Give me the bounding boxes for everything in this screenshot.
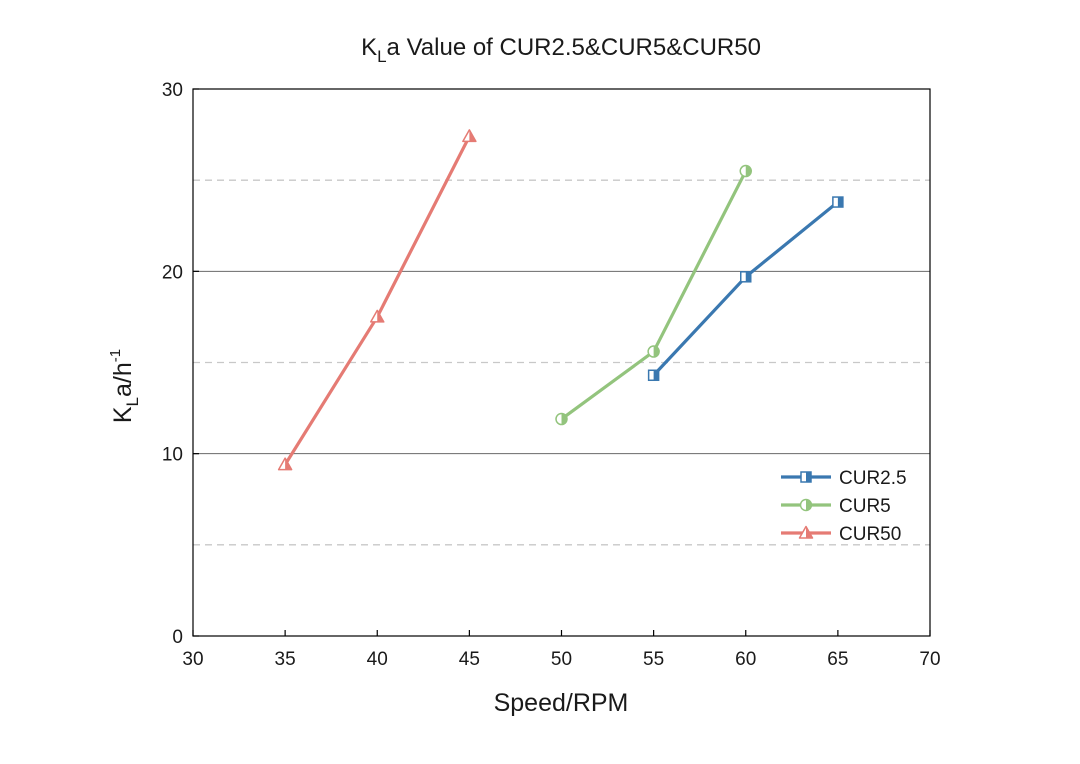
data-point-cur2-5	[647, 369, 660, 382]
legend-label: CUR2.5	[839, 468, 907, 489]
data-point-cur50	[370, 309, 385, 323]
x-tick-label: 45	[459, 649, 480, 670]
y-tick-label: 20	[162, 262, 183, 283]
grid-lines	[193, 179, 930, 546]
y-tick-label: 30	[162, 80, 183, 101]
x-tick-label: 35	[275, 649, 296, 670]
x-tick-label: 50	[551, 649, 572, 670]
x-tick-label: 60	[735, 649, 756, 670]
y-tick-label: 0	[172, 627, 183, 648]
data-point-cur5	[647, 345, 660, 358]
data-point-cur2-5	[740, 271, 752, 283]
legend-label: CUR50	[839, 524, 901, 545]
series-line-cur50	[283, 134, 471, 467]
data-point-cur50	[462, 129, 477, 143]
axis-ticks: 30 35 40 45 50 55 60 65 70 0 10 20 30	[162, 80, 941, 670]
x-tick-label: 40	[367, 649, 388, 670]
chart-title: KLa Value of CUR2.5&CUR5&CUR50	[361, 34, 761, 66]
legend-item-cur50: CUR50	[781, 524, 901, 545]
legend-marker	[800, 471, 812, 483]
series-line-cur2-5	[652, 200, 840, 377]
y-axis-title: KLa/h-1	[107, 349, 142, 423]
series-layer	[277, 129, 844, 471]
legend-marker	[799, 498, 813, 512]
legend: CUR2.5 CUR5 CUR50	[781, 468, 907, 545]
data-point-cur2-5	[832, 196, 844, 208]
legend-item-cur5: CUR5	[781, 496, 891, 517]
x-tick-label: 65	[827, 649, 848, 670]
x-tick-label: 55	[643, 649, 664, 670]
legend-marker	[798, 525, 814, 539]
x-axis-title: Speed/RPM	[494, 689, 629, 717]
legend-item-cur2-5: CUR2.5	[781, 468, 907, 489]
series-line-cur5	[559, 169, 748, 421]
legend-label: CUR5	[839, 496, 891, 517]
data-point-cur50	[277, 457, 293, 471]
x-tick-label: 30	[182, 649, 203, 670]
data-point-cur5	[555, 412, 568, 426]
x-tick-label: 70	[919, 649, 940, 670]
y-tick-label: 10	[162, 445, 183, 466]
data-point-cur5	[739, 164, 752, 178]
